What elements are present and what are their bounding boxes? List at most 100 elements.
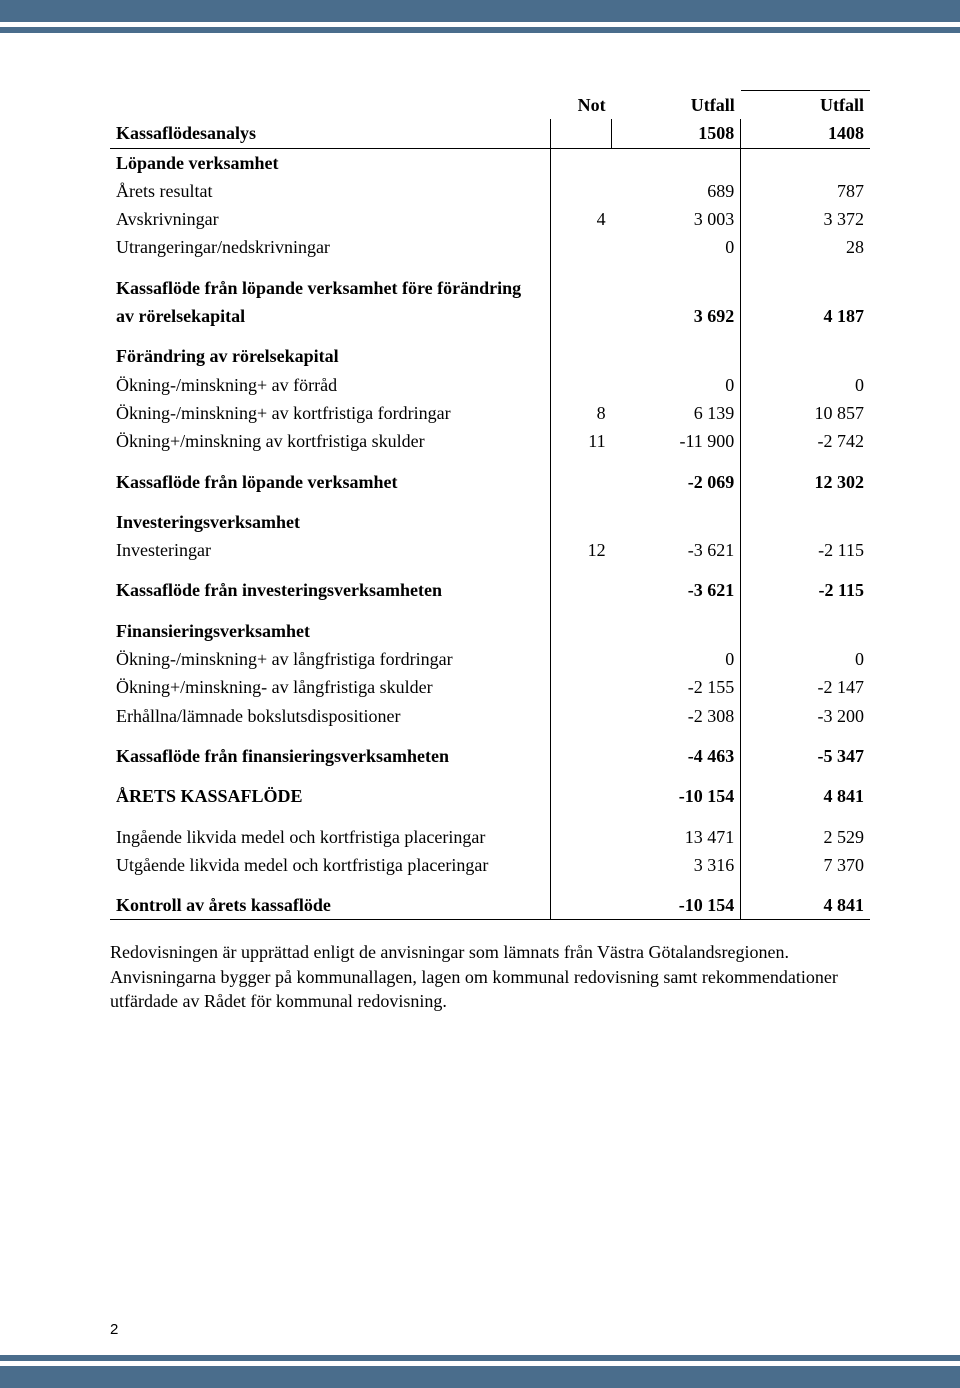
row-value-1: -4 463 [612,742,741,770]
row-label: av rörelsekapital [110,302,551,330]
row-not [551,891,612,920]
row-label: Erhållna/lämnade bokslutsdispositioner [110,702,551,730]
table-row: Kassaflöde från löpande verksamhet före … [110,274,870,302]
col-u1-top: Utfall [612,91,741,120]
row-value-1: -2 308 [612,702,741,730]
row-value-2: 10 857 [741,399,870,427]
row-not [551,851,612,879]
row-not [551,576,612,604]
col-u2-bot: 1408 [741,119,870,148]
row-value-2: 787 [741,177,870,205]
table-row [110,456,870,468]
row-value-2: 7 370 [741,851,870,879]
row-value-1: 0 [612,371,741,399]
section-heading: Finansieringsverksamhet [110,617,551,645]
col-u2-top: Utfall [741,91,870,120]
table-row: Avskrivningar43 0033 372 [110,205,870,233]
footer-band [0,1366,960,1388]
row-value-1: 3 692 [612,302,741,330]
row-value-1: -10 154 [612,891,741,920]
row-not [551,823,612,851]
table-body: Löpande verksamhetÅrets resultat689787Av… [110,148,870,920]
row-label: Ingående likvida medel och kortfristiga … [110,823,551,851]
row-value-1: 3 316 [612,851,741,879]
table-row [110,879,870,891]
row-label: Årets resultat [110,177,551,205]
row-not: 4 [551,205,612,233]
row-label: Ökning-/minskning+ av långfristiga fordr… [110,645,551,673]
table-row: Ökning+/minskning- av långfristiga skuld… [110,673,870,701]
table-row: Ingående likvida medel och kortfristiga … [110,823,870,851]
row-value-2: 28 [741,233,870,261]
table-row: ÅRETS KASSAFLÖDE -10 1544 841 [110,782,870,810]
row-value-1: 689 [612,177,741,205]
section-heading: Löpande verksamhet [110,148,551,177]
table-row: Utgående likvida medel och kortfristiga … [110,851,870,879]
table-row: Erhållna/lämnade bokslutsdispositioner -2… [110,702,870,730]
row-value-2: 4 841 [741,782,870,810]
col-not-top: Not [551,91,612,120]
row-label: Kassaflöde från finansieringsverksamhete… [110,742,551,770]
table-row: Ökning-/minskning+ av långfristiga fordr… [110,645,870,673]
row-value-2: -3 200 [741,702,870,730]
table-row [110,262,870,274]
row-not: 8 [551,399,612,427]
table-row: Investeringsverksamhet [110,508,870,536]
row-value-1: -2 069 [612,468,741,496]
table-row: Årets resultat 689787 [110,177,870,205]
table-row [110,564,870,576]
row-value-1: 6 139 [612,399,741,427]
row-label: ÅRETS KASSAFLÖDE [110,782,551,810]
row-label: Ökning-/minskning+ av förråd [110,371,551,399]
row-not [551,371,612,399]
row-not: 11 [551,427,612,455]
row-value-2: 3 372 [741,205,870,233]
row-not [551,702,612,730]
table-row: av rörelsekapital 3 6924 187 [110,302,870,330]
page-content: Not Utfall Utfall Kassaflödesanalys 1508… [110,60,870,1013]
row-value-1: -2 155 [612,673,741,701]
table-row: Kassaflöde från investeringsverksamheten… [110,576,870,604]
page-number: 2 [110,1321,118,1338]
row-value-2: -2 115 [741,536,870,564]
footer-band-line [0,1355,960,1361]
row-value-2: -2 147 [741,673,870,701]
table-row [110,811,870,823]
cashflow-table: Not Utfall Utfall Kassaflödesanalys 1508… [110,90,870,920]
table-row: Kontroll av årets kassaflöde-10 1544 841 [110,891,870,920]
table-row [110,770,870,782]
row-value-2: 4 187 [741,302,870,330]
row-label: Ökning-/minskning+ av kortfristiga fordr… [110,399,551,427]
row-not [551,302,612,330]
row-label: Avskrivningar [110,205,551,233]
row-value-2: -2 115 [741,576,870,604]
table-row: Förändring av rörelsekapital [110,342,870,370]
row-not [551,468,612,496]
row-value-1: 0 [612,233,741,261]
row-value-1: -11 900 [612,427,741,455]
row-not [551,177,612,205]
row-label: Kontroll av årets kassaflöde [110,891,551,920]
section-heading: Förändring av rörelsekapital [110,342,551,370]
row-not [551,645,612,673]
header-band-line [0,27,960,33]
section-heading: Investeringsverksamhet [110,508,551,536]
table-title: Kassaflödesanalys [110,119,551,148]
row-value-2: 0 [741,371,870,399]
row-value-2: 2 529 [741,823,870,851]
table-row: Ökning-/minskning+ av förråd 00 [110,371,870,399]
row-value-2: 12 302 [741,468,870,496]
table-row [110,330,870,342]
row-value-1: -10 154 [612,782,741,810]
row-not [551,742,612,770]
row-value-2: 0 [741,645,870,673]
table-row: Kassaflöde från finansieringsverksamhete… [110,742,870,770]
row-label: Utrangeringar/nedskrivningar [110,233,551,261]
table-row: Utrangeringar/nedskrivningar 028 [110,233,870,261]
row-label: Ökning+/minskning- av långfristiga skuld… [110,673,551,701]
col-u1-bot: 1508 [612,119,741,148]
table-row [110,496,870,508]
table-row [110,605,870,617]
row-not [551,782,612,810]
row-label: Kassaflöde från löpande verksamhet [110,468,551,496]
